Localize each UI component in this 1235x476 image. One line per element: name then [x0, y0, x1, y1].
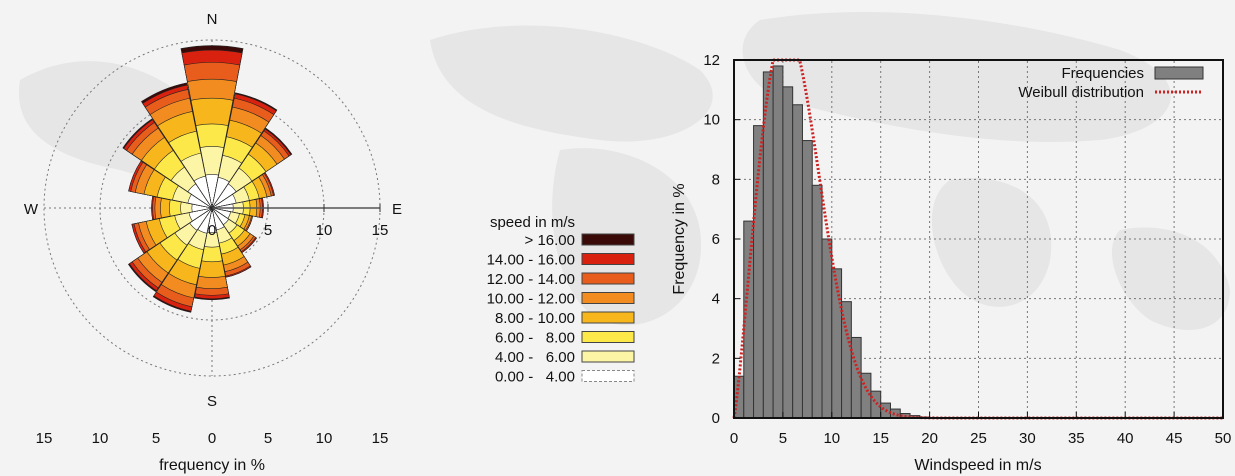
histogram-y-ticks: 0 2 4 6 8 10 12 [703, 52, 740, 427]
histogram-x-tick-label: 30 [1019, 430, 1036, 447]
compass-west-label: W [24, 201, 39, 218]
histogram-ylabel: Frequency in % [671, 183, 688, 294]
rose-radial-label: 15 [372, 222, 389, 239]
histogram-bar [821, 238, 833, 419]
histogram-legend: Frequencies Weibull distribution [1018, 65, 1204, 101]
histogram-x-tick-label: 35 [1068, 430, 1085, 447]
histogram-x-ticks: 0 5 10 15 20 25 30 35 40 45 50 [730, 412, 1232, 447]
histogram-bar [782, 86, 794, 419]
rose-segment [193, 175, 213, 209]
histogram-xlabel: Windspeed in m/s [914, 457, 1041, 474]
speed-legend-swatch [581, 331, 635, 343]
speed-legend-label: 10.00 - 12.00 [487, 291, 575, 308]
histogram-bar [762, 71, 774, 419]
speed-legend-label: 14.00 - 16.00 [487, 252, 575, 269]
rose-bottom-tick-label: 0 [208, 430, 216, 447]
speed-legend-swatch [581, 292, 635, 304]
rose-bottom-tick-label: 5 [152, 430, 160, 447]
speed-legend-label: 12.00 - 14.00 [487, 271, 575, 288]
histogram-bar [870, 390, 882, 419]
speed-legend-swatch [581, 311, 635, 324]
legend-label-weibull: Weibull distribution [1018, 84, 1144, 101]
histogram-x-tick-label: 10 [823, 430, 840, 447]
speed-legend: speed in m/s > 16.00 14.00 - 16.00 12.00 -… [487, 214, 635, 386]
rose-bars [122, 45, 293, 313]
wind-rose: N S W E 0 5 10 15 15 10 5 0 5 10 15 frequency in … [24, 11, 402, 474]
rose-radial-label: 10 [316, 222, 333, 239]
rose-bottom-tick-label: 10 [92, 430, 109, 447]
speed-legend-label: > 16.00 [525, 232, 575, 249]
compass-east-label: E [392, 201, 402, 218]
legend-label-frequencies: Frequencies [1061, 65, 1144, 82]
histogram-y-tick-label: 12 [703, 52, 720, 69]
rose-bottom-tick-label: 5 [264, 430, 272, 447]
histogram-x-tick-label: 50 [1215, 430, 1232, 447]
histogram-x-tick-label: 20 [921, 430, 938, 447]
rose-bottom-tick-label: 10 [316, 430, 333, 447]
histogram-y-tick-label: 4 [712, 291, 720, 308]
speed-legend-label: 6.00 - 8.00 [495, 330, 575, 347]
speed-legend-swatch [581, 350, 635, 363]
speed-legend-items: > 16.00 14.00 - 16.00 12.00 - 14.00 10.00 -… [487, 232, 635, 386]
speed-legend-label: 0.00 - 4.00 [495, 369, 575, 386]
histogram-y-tick-label: 2 [712, 350, 720, 367]
rose-radial-label: 0 [208, 222, 216, 239]
histogram-y-tick-label: 6 [712, 231, 720, 248]
histogram-bar [792, 104, 803, 419]
rose-bottom-tick-label: 15 [36, 430, 53, 447]
speed-legend-swatch [581, 370, 635, 382]
rose-bottom-ticks: 15 10 5 0 5 10 15 [36, 430, 389, 447]
speed-legend-swatch [581, 272, 635, 285]
legend-swatch-frequencies [1154, 66, 1204, 80]
histogram-x-tick-label: 15 [872, 430, 889, 447]
histogram-bar [811, 184, 823, 419]
rose-radial-labels: 0 5 10 15 [208, 222, 389, 239]
histogram-y-tick-label: 0 [712, 410, 720, 427]
rose-radial-label: 5 [264, 222, 272, 239]
rose-bottom-tick-label: 15 [372, 430, 389, 447]
histogram-bar [772, 65, 784, 419]
compass-north-label: N [207, 11, 218, 28]
speed-legend-swatch [581, 253, 635, 265]
histogram-x-tick-label: 40 [1117, 430, 1134, 447]
histogram-x-tick-label: 25 [970, 430, 987, 447]
speed-legend-title: speed in m/s [490, 214, 575, 231]
histogram-y-tick-label: 10 [703, 112, 720, 129]
speed-legend-label: 8.00 - 10.00 [495, 310, 575, 327]
speed-legend-label: 4.00 - 6.00 [495, 349, 575, 366]
rose-axes [211, 204, 381, 212]
histogram-chart: 0 5 10 15 20 25 30 35 40 45 50 0 2 4 6 8 10 12 Windspeed… [671, 52, 1231, 474]
compass-south-label: S [207, 393, 217, 410]
histogram-x-tick-label: 5 [779, 430, 787, 447]
histogram-bar [801, 140, 813, 419]
histogram-x-tick-label: 0 [730, 430, 738, 447]
histogram-bar [889, 408, 901, 419]
histogram-bar [850, 336, 862, 419]
speed-legend-swatch [581, 233, 635, 246]
histogram-bars [733, 65, 931, 419]
histogram-x-tick-label: 45 [1166, 430, 1183, 447]
rose-xlabel: frequency in % [159, 457, 265, 474]
histogram-y-tick-label: 8 [712, 171, 720, 188]
